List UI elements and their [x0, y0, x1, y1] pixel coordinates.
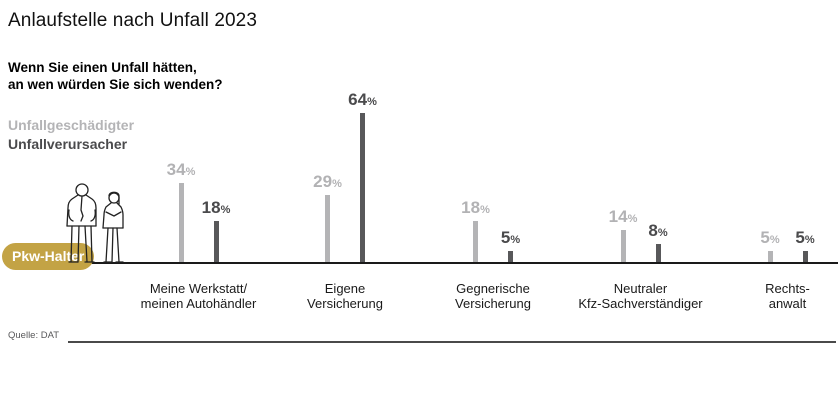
- bar-causer-cat2: [508, 250, 513, 263]
- value-label-victim-cat1: 29%: [313, 171, 342, 191]
- value-label-causer-cat0: 18%: [201, 197, 231, 217]
- source-label: Quelle: DAT: [8, 330, 60, 341]
- source-divider: [68, 341, 836, 343]
- value-label-victim-cat0: 34%: [166, 160, 196, 180]
- bar-causer-cat1: [360, 113, 365, 263]
- page-title: Anlaufstelle nach Unfall 2023: [8, 10, 258, 31]
- value-label-victim-cat4: 5%: [760, 227, 780, 247]
- value-label-causer-cat3: 8%: [648, 220, 668, 240]
- bar-victim-cat0: [178, 183, 184, 263]
- bar-victim-cat4: [767, 250, 773, 263]
- value-label-causer-cat4: 5%: [795, 227, 815, 247]
- bar-causer-cat3: [655, 243, 661, 263]
- bar-causer-cat4: [802, 250, 808, 263]
- category-label-4: Rechts- anwalt: [765, 281, 810, 311]
- legend: Unfallgeschädigter Unfallverursacher: [8, 116, 134, 154]
- bar-victim-cat3: [620, 229, 626, 263]
- category-label-0: Meine Werkstatt/ meinen Autohändler: [140, 281, 257, 311]
- category-label-1: Eigene Versicherung: [307, 281, 383, 311]
- bar-victim-cat2: [473, 220, 478, 263]
- value-label-causer-cat2: 5%: [500, 227, 521, 247]
- bar-causer-cat0: [213, 220, 219, 263]
- category-label-3: Neutraler Kfz-Sachverständiger: [578, 281, 703, 311]
- bar-victim-cat1: [325, 194, 330, 263]
- chart-question: Wenn Sie einen Unfall hätten, an wen wür…: [8, 59, 223, 93]
- value-label-causer-cat1: 64%: [348, 90, 377, 110]
- value-label-victim-cat3: 14%: [608, 206, 638, 226]
- value-label-victim-cat2: 18%: [461, 197, 490, 217]
- legend-item-victim: Unfallgeschädigter: [8, 117, 135, 133]
- people-illustration: [66, 183, 124, 263]
- group-badge: Pkw-Halter: [2, 243, 95, 270]
- legend-item-causer: Unfallverursacher: [8, 136, 128, 152]
- question-line-2: an wen würden Sie sich wenden?: [8, 77, 223, 92]
- question-line-1: Wenn Sie einen Unfall hätten,: [8, 60, 197, 75]
- category-label-2: Gegnerische Versicherung: [455, 281, 531, 311]
- x-axis-line: [86, 262, 838, 264]
